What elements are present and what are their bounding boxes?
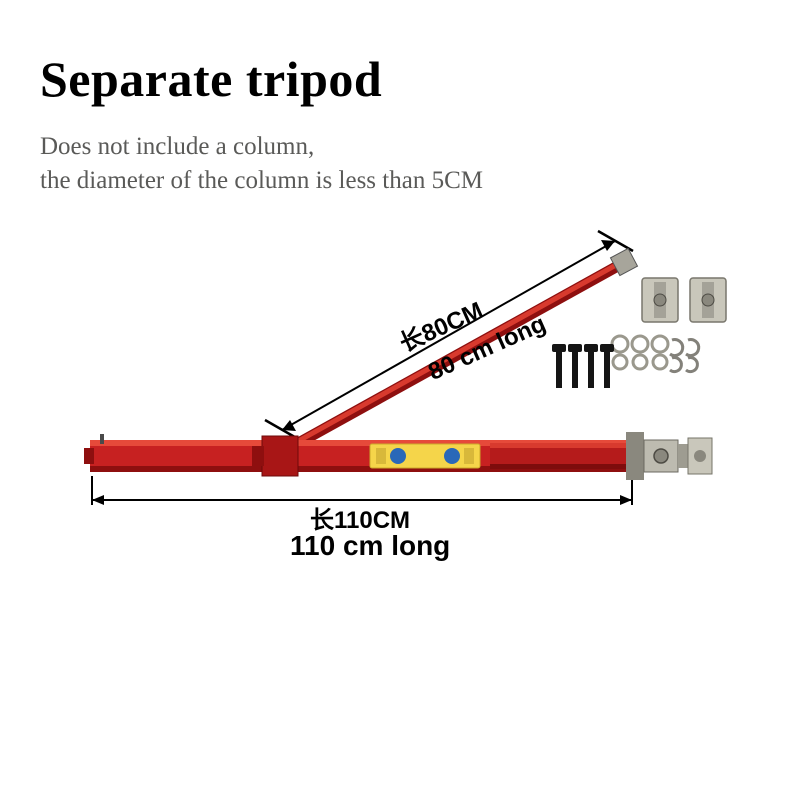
product-diagram <box>0 0 800 800</box>
hardware-brackets <box>642 278 726 322</box>
main-beam <box>84 434 630 476</box>
beam-end-bracket <box>626 432 712 480</box>
hardware-bolts <box>552 344 614 388</box>
hardware-washers <box>612 336 699 372</box>
label-110-en: 110 cm long <box>290 530 450 562</box>
